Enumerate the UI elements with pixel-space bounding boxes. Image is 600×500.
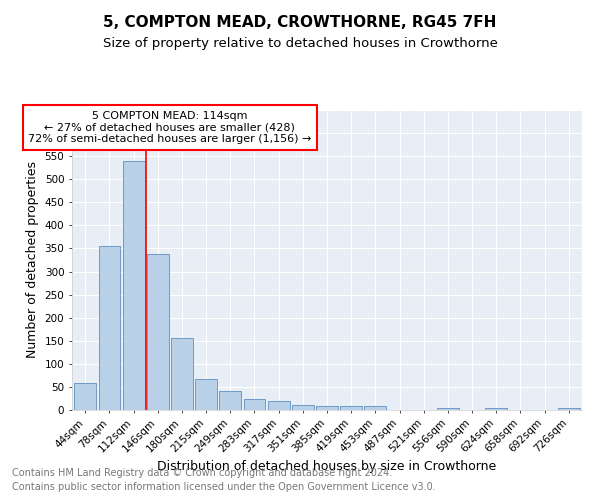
Bar — [437, 408, 459, 410]
Text: 5, COMPTON MEAD, CROWTHORNE, RG45 7FH: 5, COMPTON MEAD, CROWTHORNE, RG45 7FH — [103, 15, 497, 30]
Bar — [485, 408, 507, 410]
Bar — [171, 338, 193, 410]
Bar — [74, 383, 96, 410]
Bar — [123, 161, 145, 410]
Text: 5 COMPTON MEAD: 114sqm
← 27% of detached houses are smaller (428)
72% of semi-de: 5 COMPTON MEAD: 114sqm ← 27% of detached… — [28, 111, 311, 144]
Text: Contains HM Land Registry data © Crown copyright and database right 2024.: Contains HM Land Registry data © Crown c… — [12, 468, 392, 477]
Text: Contains public sector information licensed under the Open Government Licence v3: Contains public sector information licen… — [12, 482, 436, 492]
Bar — [98, 246, 121, 410]
Bar — [316, 406, 338, 410]
Bar — [220, 391, 241, 410]
Bar — [268, 401, 290, 410]
Text: Size of property relative to detached houses in Crowthorne: Size of property relative to detached ho… — [103, 38, 497, 51]
Bar — [292, 406, 314, 410]
Bar — [558, 408, 580, 410]
Bar — [147, 254, 169, 410]
Bar — [340, 406, 362, 410]
Bar — [244, 399, 265, 410]
Bar — [195, 378, 217, 410]
Y-axis label: Number of detached properties: Number of detached properties — [26, 162, 39, 358]
Bar — [364, 406, 386, 410]
X-axis label: Distribution of detached houses by size in Crowthorne: Distribution of detached houses by size … — [157, 460, 497, 473]
